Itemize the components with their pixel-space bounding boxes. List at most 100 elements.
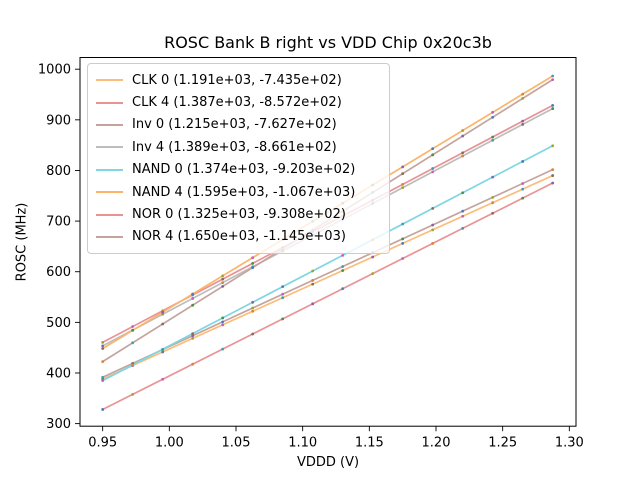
data-point <box>311 269 315 273</box>
data-point <box>191 337 195 340</box>
data-point <box>521 187 525 191</box>
data-point <box>401 172 405 175</box>
legend-line-swatch <box>96 191 123 194</box>
data-point <box>551 168 555 172</box>
data-point <box>281 285 285 289</box>
data-point <box>461 134 465 138</box>
data-point <box>521 196 525 200</box>
data-point <box>431 170 435 174</box>
data-point <box>161 347 165 351</box>
legend-label: Inv 0 (1.215e+03, -7.627e+02) <box>132 117 337 133</box>
data-point <box>491 175 495 179</box>
data-point <box>131 392 135 396</box>
data-point <box>491 211 495 215</box>
data-point <box>131 341 135 345</box>
data-point <box>521 160 525 163</box>
data-point <box>491 135 495 139</box>
y-tick-label: 500 <box>46 316 71 331</box>
data-point <box>371 272 375 275</box>
data-point <box>251 306 255 310</box>
x-tick-label: 1.30 <box>555 436 584 451</box>
data-point <box>251 266 255 270</box>
data-point <box>161 377 165 381</box>
y-tick-label: 800 <box>46 164 71 179</box>
data-point <box>161 350 165 354</box>
data-point <box>251 261 255 265</box>
data-point <box>221 274 225 278</box>
y-axis-label: ROSC (MHz) <box>14 202 30 282</box>
data-point <box>431 223 435 227</box>
data-point <box>521 182 525 185</box>
data-point <box>191 332 195 335</box>
data-point <box>341 269 345 272</box>
y-tick-label: 400 <box>46 366 71 381</box>
data-point <box>401 182 405 186</box>
legend-line-swatch <box>96 235 123 238</box>
data-point <box>311 282 315 286</box>
legend: CLK 0 (1.191e+03, -7.435e+02) CLK 4 (1.38… <box>87 63 390 255</box>
data-point <box>341 253 345 257</box>
y-tick-label: 1000 <box>38 63 71 78</box>
legend-entry: CLK 0 (1.191e+03, -7.435e+02) <box>88 69 389 91</box>
y-tick-label: 300 <box>46 417 71 432</box>
legend-line-swatch <box>96 79 123 82</box>
data-point <box>251 300 255 304</box>
x-tick-label: 1.25 <box>488 436 517 451</box>
data-point <box>491 115 495 119</box>
legend-entry: Inv 4 (1.389e+03, -8.661e+02) <box>88 136 389 158</box>
data-point <box>461 226 465 230</box>
legend-label: NOR 4 (1.650e+03, -1.145e+03) <box>132 229 346 245</box>
data-point <box>371 255 375 259</box>
legend-label: NAND 0 (1.374e+03, -9.203e+02) <box>132 162 356 178</box>
data-point <box>221 347 225 351</box>
data-point <box>491 195 495 199</box>
data-point <box>101 344 105 348</box>
data-point <box>551 107 555 110</box>
data-point <box>401 222 405 226</box>
data-point <box>251 309 255 313</box>
legend-line-swatch <box>96 101 123 104</box>
data-point <box>101 379 105 382</box>
data-point <box>191 297 195 300</box>
x-tick-label: 1.10 <box>288 436 317 451</box>
data-point <box>431 167 435 170</box>
legend-entry: CLK 4 (1.387e+03, -8.572e+02) <box>88 91 389 113</box>
data-point <box>431 206 435 210</box>
data-point <box>551 103 555 107</box>
legend-entry: NAND 0 (1.374e+03, -9.203e+02) <box>88 159 389 181</box>
data-point <box>551 74 555 78</box>
data-point <box>221 320 225 324</box>
data-point <box>341 265 345 268</box>
data-point <box>281 292 285 296</box>
legend-entry: NAND 4 (1.595e+03, -1.067e+03) <box>88 181 389 203</box>
series-line-inv-0 <box>101 168 554 379</box>
data-point <box>191 303 195 307</box>
legend-entry: Inv 0 (1.215e+03, -7.627e+02) <box>88 114 389 136</box>
data-point <box>281 317 285 321</box>
data-point <box>131 329 135 332</box>
data-point <box>221 277 225 281</box>
data-point <box>401 165 405 169</box>
data-point <box>161 310 165 314</box>
data-point <box>101 347 105 350</box>
data-point <box>221 323 225 327</box>
data-point <box>251 256 255 260</box>
data-point <box>461 129 465 132</box>
data-point <box>251 332 255 336</box>
legend-line-swatch <box>96 123 123 126</box>
data-point <box>101 408 105 411</box>
legend-line-swatch <box>96 213 123 216</box>
legend-entry: NOR 4 (1.650e+03, -1.145e+03) <box>88 226 389 248</box>
legend-label: CLK 4 (1.387e+03, -8.572e+02) <box>132 95 342 111</box>
data-point <box>461 214 465 218</box>
series-line-clk-0 <box>101 174 554 380</box>
legend-label: Inv 4 (1.389e+03, -8.661e+02) <box>132 139 337 155</box>
data-point <box>341 287 345 291</box>
data-point <box>461 151 465 155</box>
data-point <box>521 97 525 100</box>
data-point <box>491 201 495 205</box>
data-point <box>401 237 405 241</box>
data-point <box>221 316 225 320</box>
